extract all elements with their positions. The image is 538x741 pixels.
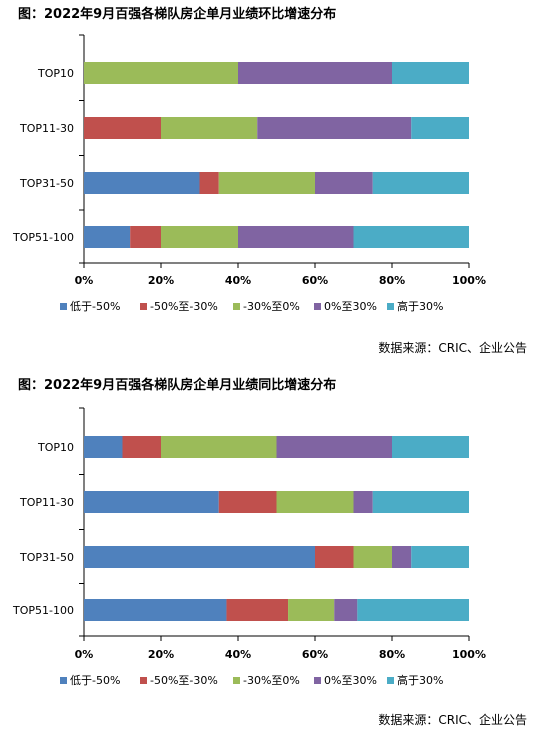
bar-segment [357,599,469,621]
bar-segment [161,117,258,139]
bar-segment [353,491,373,513]
bar-segment [199,172,219,194]
legend-swatch [387,303,394,310]
bar-segment [392,546,412,568]
bar-segment [218,172,315,194]
x-tick-label: 80% [379,648,405,661]
bar-segment [226,599,289,621]
bar-segment [130,226,161,248]
legend-label: 0%至30% [324,674,377,687]
source-note: 数据来源：CRIC、企业公告 [378,340,527,355]
x-tick-label: 40% [225,274,251,287]
bar-segment [392,62,469,84]
bar-segment [353,546,392,568]
x-tick-label: 20% [148,648,174,661]
category-label: TOP31-50 [19,177,74,190]
legend-label: 高于30% [397,673,443,687]
bar-segment [372,491,469,513]
legend-label: -30%至0% [243,674,300,687]
x-tick-label: 0% [75,274,94,287]
legend-label: 0%至30% [324,300,377,313]
bar-segment [392,436,469,458]
bar-segment [315,546,354,568]
bar-segment [84,226,131,248]
bar-segment [84,62,238,84]
x-tick-label: 20% [148,274,174,287]
bar-segment [288,599,335,621]
category-label: TOP11-30 [19,122,74,135]
legend-label: 低于-50% [70,300,120,313]
category-label: TOP51-100 [12,231,74,244]
legend-label: -50%至-30% [150,674,218,687]
source-note: 数据来源：CRIC、企业公告 [378,712,527,727]
category-label: TOP11-30 [19,496,74,509]
chart-title: 图：2022年9月百强各梯队房企单月业绩同比增速分布 [18,377,336,393]
bar-segment [334,599,358,621]
bar-segment [122,436,161,458]
legend-label: 高于30% [397,299,443,313]
x-tick-label: 0% [75,648,94,661]
bar-segment [84,546,315,568]
bar-segment [372,172,469,194]
legend-swatch [314,677,321,684]
bar-segment [238,226,354,248]
bar-segment [411,117,469,139]
bar-segment [276,436,392,458]
category-label: TOP10 [37,67,74,80]
bar-segment [276,491,354,513]
category-label: TOP51-100 [12,604,74,617]
x-tick-label: 60% [302,274,328,287]
x-tick-label: 40% [225,648,251,661]
category-label: TOP10 [37,441,74,454]
legend-swatch [314,303,321,310]
bar-segment [84,172,200,194]
legend-swatch [60,303,67,310]
bar-segment [411,546,469,568]
legend-label: -50%至-30% [150,300,218,313]
bar-segment [161,226,238,248]
legend-swatch [233,677,240,684]
legend-swatch [233,303,240,310]
bar-segment [315,172,373,194]
legend-label: -30%至0% [243,300,300,313]
bar-segment [257,117,412,139]
x-tick-label: 60% [302,648,328,661]
category-label: TOP31-50 [19,551,74,564]
legend-label: 低于-50% [70,674,120,687]
legend-swatch [140,677,147,684]
x-tick-label: 100% [452,648,486,661]
bar-segment [84,599,227,621]
legend-swatch [387,677,394,684]
x-tick-label: 100% [452,274,486,287]
bar-segment [238,62,392,84]
bar-segment [84,491,219,513]
legend-swatch [140,303,147,310]
chart-title: 图：2022年9月百强各梯队房企单月业绩环比增速分布 [18,6,336,22]
bar-segment [353,226,469,248]
bar-segment [84,117,161,139]
bar-segment [161,436,277,458]
x-tick-label: 80% [379,274,405,287]
legend-swatch [60,677,67,684]
bar-segment [84,436,123,458]
bar-segment [218,491,277,513]
